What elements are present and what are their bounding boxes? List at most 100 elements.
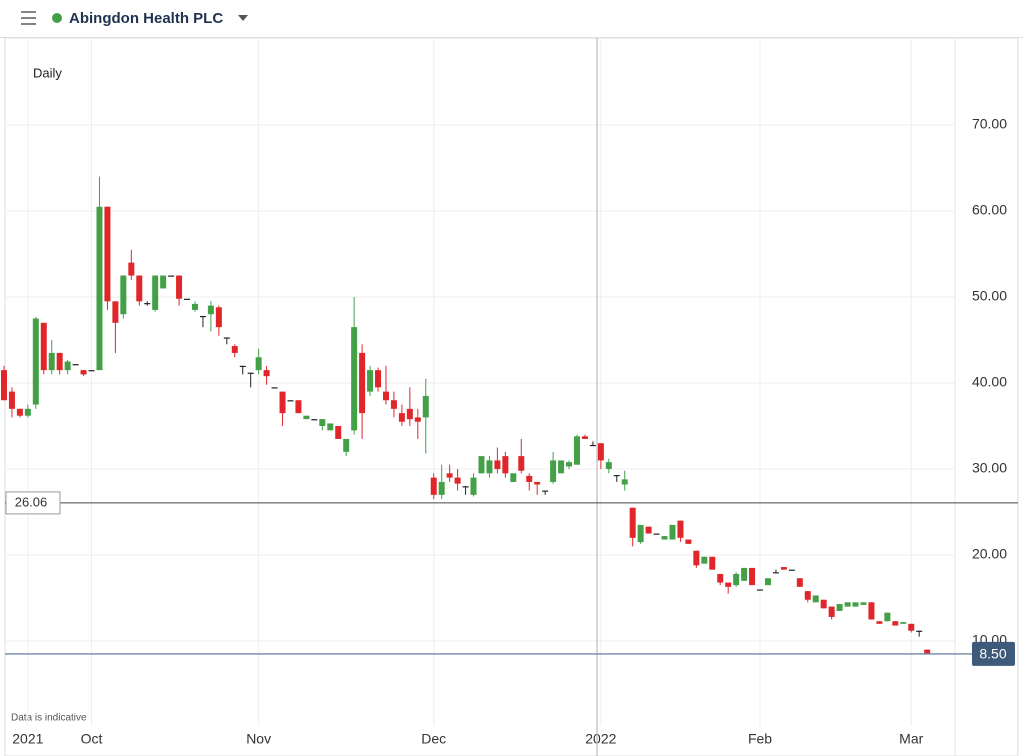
candle-body — [375, 370, 382, 388]
candle-body — [741, 567, 748, 581]
candle-body — [916, 630, 923, 632]
candle-body — [144, 303, 151, 305]
candle-body — [725, 582, 732, 587]
candle-body — [295, 400, 302, 414]
candle-body — [72, 364, 79, 366]
x-tick-label: Oct — [81, 731, 103, 747]
candle-body — [454, 477, 461, 484]
candle-body — [207, 305, 214, 315]
instrument-name[interactable]: Abingdon Health PLC — [69, 10, 223, 27]
candle-body — [764, 578, 771, 586]
candle-body — [422, 395, 429, 418]
candle-body — [462, 486, 469, 488]
y-tick-label: 40.00 — [972, 374, 1007, 390]
status-dot — [52, 13, 62, 23]
candle-body — [860, 602, 867, 605]
candle-body — [168, 275, 175, 277]
candle-body — [367, 370, 374, 392]
candle-body — [494, 460, 501, 470]
candle-body — [414, 417, 421, 422]
candle-body — [88, 370, 95, 372]
candle-body — [709, 556, 716, 570]
candle-body — [406, 408, 413, 420]
candle-body — [581, 436, 588, 439]
candle-body — [136, 275, 143, 302]
x-tick-label: Nov — [246, 731, 271, 747]
candle-body — [32, 318, 39, 405]
candle-body — [589, 444, 596, 447]
x-tick-label: Mar — [899, 731, 923, 747]
candle-body — [351, 327, 358, 431]
candle-body — [733, 573, 740, 586]
candle-body — [605, 462, 612, 470]
candle-body — [287, 400, 294, 402]
candle-body — [0, 370, 7, 401]
candle-body — [64, 361, 71, 371]
candle-body — [176, 275, 183, 299]
candle-body — [191, 303, 198, 310]
candle-body — [120, 275, 127, 315]
candle-body — [693, 550, 700, 566]
candle-body — [661, 536, 668, 540]
candle-body — [16, 408, 23, 416]
candle-body — [542, 490, 549, 492]
candle-body — [573, 436, 580, 465]
candle-body — [908, 623, 915, 631]
last-price-box — [972, 641, 1015, 666]
candle-body — [780, 567, 787, 570]
candle-body — [56, 352, 63, 371]
candle-body — [828, 606, 835, 617]
candle-body — [486, 460, 493, 474]
x-tick-label: 2022 — [585, 731, 616, 747]
candle-body — [470, 477, 477, 495]
candle-body — [199, 315, 206, 318]
candle-body — [390, 400, 397, 409]
candle-body — [772, 572, 779, 574]
candle-body — [160, 275, 167, 289]
candle-body — [478, 456, 485, 474]
last-price-label: 8.50 — [979, 646, 1006, 662]
dropdown-caret[interactable] — [238, 15, 248, 21]
candle-body — [534, 481, 541, 485]
y-tick-label: 20.00 — [972, 546, 1007, 562]
candle-body — [812, 595, 819, 603]
candle-body — [303, 415, 310, 420]
candle-body — [613, 475, 620, 477]
candle-body — [263, 370, 270, 377]
menu-icon[interactable] — [21, 11, 36, 25]
candle-body — [311, 419, 318, 421]
candle-body — [128, 262, 135, 276]
candle-body — [8, 391, 15, 409]
candle-body — [550, 460, 557, 482]
reference-label: 26.06 — [15, 494, 48, 509]
candle-body — [804, 591, 811, 600]
candle-body — [382, 391, 389, 401]
candle-body — [271, 387, 278, 389]
candle-body — [239, 365, 246, 368]
candle-body — [359, 352, 366, 414]
candle-body — [24, 408, 31, 416]
candle-body — [343, 438, 350, 452]
candle-body — [398, 413, 405, 422]
candle-body — [223, 337, 230, 339]
candle-body — [597, 443, 604, 461]
candle-body — [717, 573, 724, 583]
candle-body — [757, 589, 764, 591]
note: Data is indicative — [11, 713, 87, 724]
candle-body — [215, 307, 222, 328]
candle-body — [701, 556, 708, 564]
candle-body — [852, 602, 859, 607]
candle-body — [152, 275, 159, 310]
candle-body — [438, 481, 445, 495]
x-tick-label: 2021 — [12, 731, 43, 747]
candle-body — [900, 622, 907, 624]
y-tick-label: 60.00 — [972, 202, 1007, 218]
candle-body — [868, 602, 875, 620]
candle-body — [796, 578, 803, 587]
candle-body — [184, 298, 191, 300]
candle-body — [685, 539, 692, 544]
candle-body — [876, 621, 883, 624]
candle-body — [892, 621, 899, 626]
candle-body — [510, 473, 517, 482]
